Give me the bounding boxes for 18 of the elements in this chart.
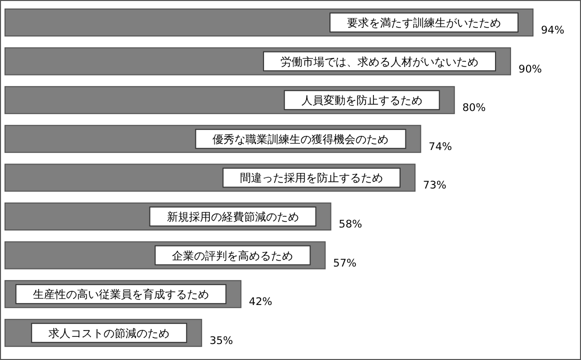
data-label: 58% xyxy=(338,218,362,230)
data-label: 90% xyxy=(518,63,542,76)
data-label: 35% xyxy=(210,334,233,347)
y-tick-label: 求人コストの節減のため xyxy=(48,326,170,340)
y-tick-label: 労働市場では、求める人材がいないため xyxy=(280,55,479,68)
y-tick-label: 優秀な職業訓練生の獲得機会のため xyxy=(212,132,389,146)
y-tick-label: 新規採用の経費節減のため xyxy=(166,210,299,224)
y-tick-label: 企業の評判を高めるため xyxy=(172,249,294,262)
data-label: 80% xyxy=(462,102,486,114)
y-tick-label: 要求を満たす訓練生がいたため xyxy=(347,16,501,30)
y-tick-label: 間違った採用を防止するため xyxy=(240,172,384,185)
y-tick-label: 人員変動を防止するため xyxy=(301,94,422,108)
data-label: 94% xyxy=(541,24,564,36)
data-label: 74% xyxy=(428,140,452,153)
y-tick-label: 生産性の高い従業員を育成するため xyxy=(32,288,209,302)
data-label: 42% xyxy=(248,296,272,308)
data-label: 73% xyxy=(423,180,446,192)
data-label: 57% xyxy=(333,257,357,270)
